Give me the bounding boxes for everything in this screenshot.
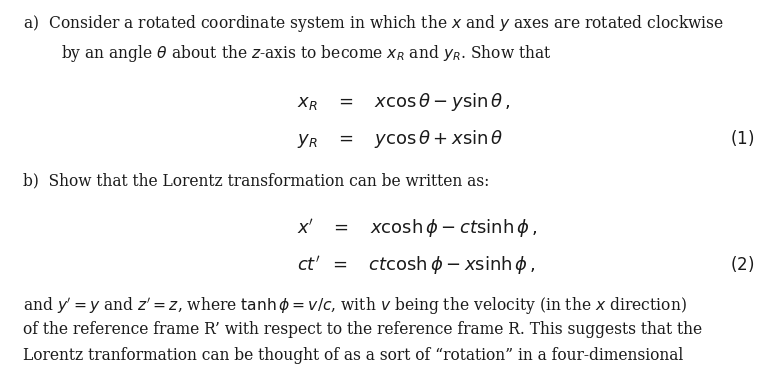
Text: a)  Consider a rotated coordinate system in which the $x$ and $y$ axes are rotat: a) Consider a rotated coordinate system … — [23, 13, 725, 34]
Text: b)  Show that the Lorentz transformation can be written as:: b) Show that the Lorentz transformation … — [23, 173, 490, 190]
Text: and $y' = y$ and $z' = z$, where $\tanh \phi = v/c$, with $v$ being the velocity: and $y' = y$ and $z' = z$, where $\tanh … — [23, 295, 687, 316]
Text: $x' \quad = \quad x \cosh \phi - ct \sinh \phi \,,$: $x' \quad = \quad x \cosh \phi - ct \sin… — [297, 217, 537, 240]
Text: $(1)$: $(1)$ — [730, 128, 754, 148]
Text: $y_R \quad = \quad y \cos \theta + x \sin \theta$: $y_R \quad = \quad y \cos \theta + x \si… — [297, 128, 503, 150]
Text: by an angle $\theta$ about the $z$-axis to become $x_R$ and $y_R$. Show that: by an angle $\theta$ about the $z$-axis … — [61, 43, 551, 64]
Text: $x_R \quad = \quad x \cos \theta - y \sin \theta \,,$: $x_R \quad = \quad x \cos \theta - y \si… — [297, 91, 511, 113]
Text: Lorentz tranformation can be thought of as a sort of “rotation” in a four-dimens: Lorentz tranformation can be thought of … — [23, 347, 683, 364]
Text: $ct' \;\; = \quad ct \cosh \phi - x \sinh \phi \,,$: $ct' \;\; = \quad ct \cosh \phi - x \sin… — [297, 254, 536, 277]
Text: $(2)$: $(2)$ — [730, 254, 754, 274]
Text: of the reference frame R’ with respect to the reference frame R. This suggests t: of the reference frame R’ with respect t… — [23, 321, 703, 338]
